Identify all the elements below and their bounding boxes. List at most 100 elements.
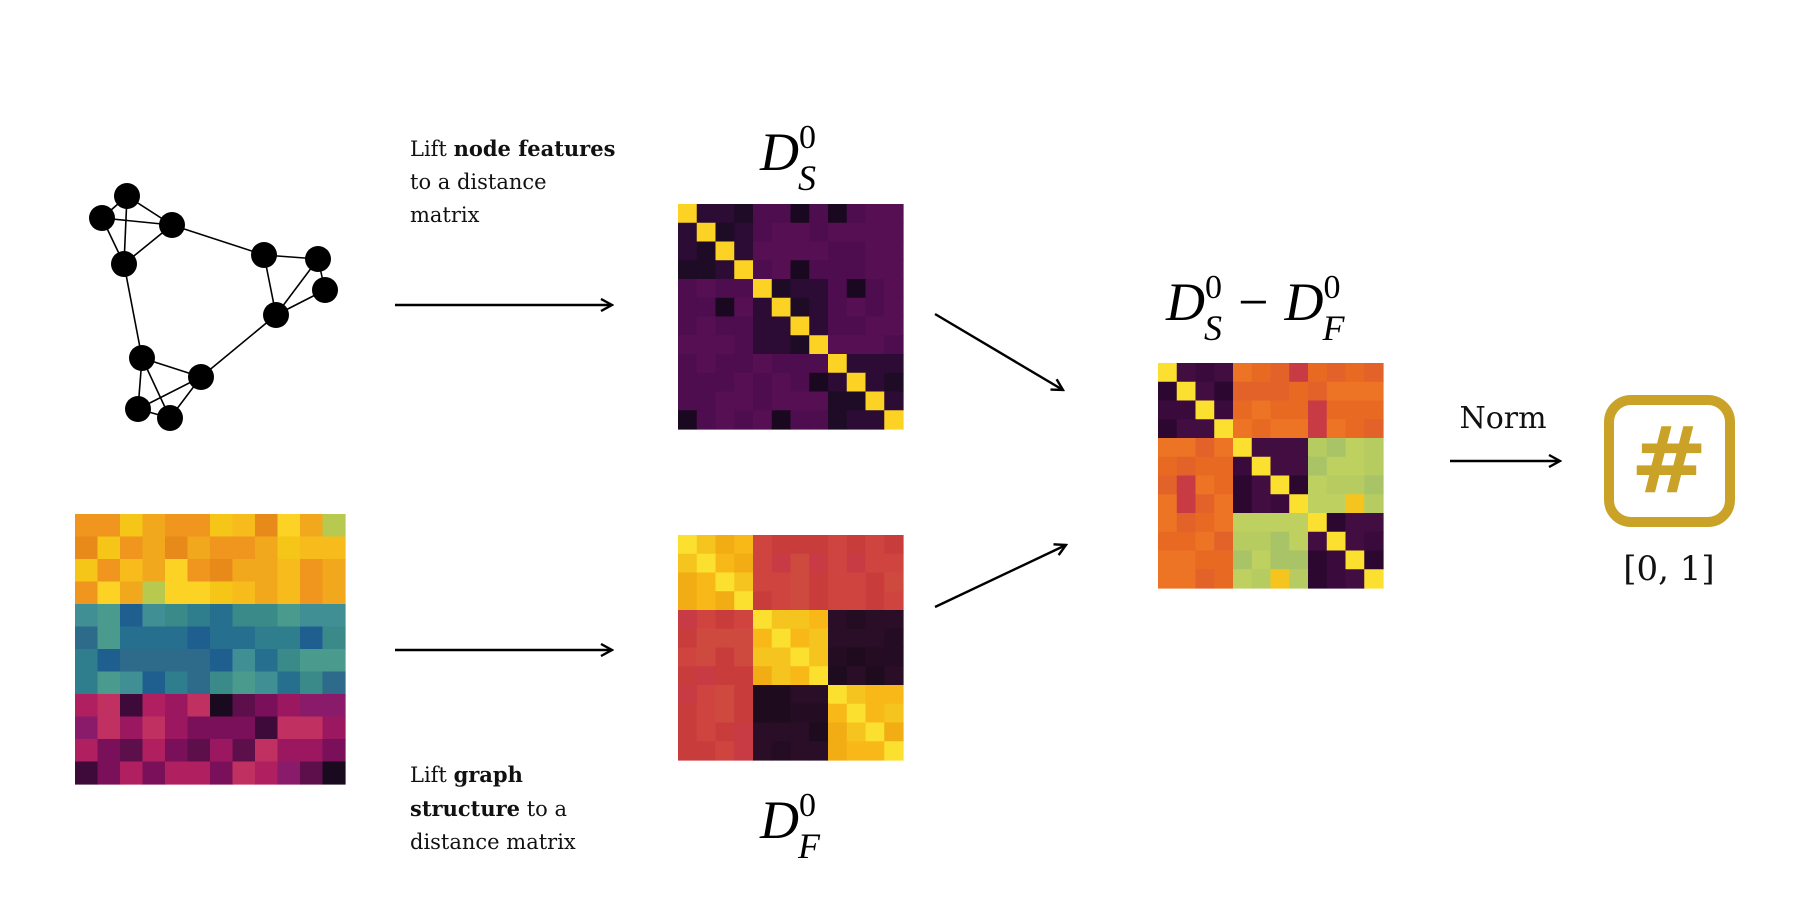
feature-cell: [120, 739, 144, 763]
diff-cell: [1326, 494, 1347, 514]
ds-cell: [884, 410, 904, 430]
feature-cell: [255, 649, 279, 673]
ds-cell: [790, 372, 810, 393]
feature-cell: [322, 604, 346, 628]
feature-cell: [300, 604, 324, 628]
feature-cell: [120, 694, 144, 718]
graph-node: [125, 396, 151, 422]
feature-cell: [120, 559, 144, 583]
ds-cell: [846, 372, 867, 393]
diff-cell: [1308, 363, 1328, 383]
ds-cell: [771, 279, 792, 299]
ds-cell: [753, 279, 773, 299]
ds-cell: [753, 372, 773, 393]
diff-cell: [1195, 475, 1215, 495]
ds-cell: [734, 260, 754, 280]
diff-cell: [1326, 456, 1347, 477]
df-cell: [809, 685, 829, 705]
diff-cell: [1289, 438, 1309, 458]
ds-cell: [678, 204, 698, 224]
ds-cell: [809, 204, 829, 224]
ds-cell: [790, 410, 810, 430]
ds-cell: [753, 222, 773, 243]
diff-cell: [1158, 456, 1178, 477]
feature-cell: [97, 626, 121, 650]
diff-cell: [1233, 456, 1253, 477]
ds-cell: [696, 372, 717, 393]
feature-cell: [210, 581, 234, 605]
ds-cell: [715, 354, 735, 374]
feature-cell: [97, 536, 121, 560]
diff-cell: [1345, 419, 1365, 439]
ds-cell: [828, 260, 848, 280]
graph-node: [312, 277, 338, 303]
diff-cell: [1270, 363, 1290, 383]
ds-cell: [865, 241, 885, 261]
df-cell: [753, 722, 773, 742]
graph-node: [251, 242, 277, 268]
df-cell: [696, 647, 717, 667]
ds-cell: [828, 297, 848, 318]
feature-cell: [120, 581, 144, 605]
diff-cell: [1158, 531, 1178, 552]
df-cell: [696, 741, 717, 761]
diff-cell: [1326, 400, 1347, 420]
ds-cell: [734, 372, 754, 393]
ds-cell: [715, 335, 735, 355]
feature-cell: [277, 604, 301, 628]
diff-cell: [1270, 550, 1290, 570]
ds-cell: [715, 316, 735, 336]
diff-cell: [1326, 550, 1347, 570]
diff-cell: [1345, 400, 1365, 420]
feature-cell: [187, 694, 211, 718]
df-cell: [753, 572, 773, 592]
df-cell: [809, 722, 829, 742]
ds-cell: [790, 279, 810, 299]
ds-cell: [884, 204, 904, 224]
df-cell: [790, 610, 810, 630]
df-cell: [809, 553, 829, 574]
df-cell: [715, 591, 735, 611]
feature-cell: [255, 716, 279, 740]
graph-node: [157, 405, 183, 431]
feature-cell: [232, 581, 256, 605]
diff-cell: [1345, 494, 1365, 514]
diff-cell: [1214, 400, 1234, 420]
df-cell: [884, 666, 904, 686]
ds-cell: [753, 241, 773, 261]
feature-cell: [232, 626, 256, 650]
diff-cell: [1251, 513, 1272, 533]
feature-cell: [210, 716, 234, 740]
diff-cell: [1270, 456, 1290, 477]
feature-cell: [142, 536, 166, 560]
ds-cell: [809, 241, 829, 261]
df-cell: [809, 647, 829, 667]
node-feature-matrix: [75, 514, 346, 785]
diff-cell: [1364, 438, 1384, 458]
svg-text:#: #: [1630, 407, 1707, 514]
difference-matrix: [1158, 363, 1384, 589]
ds-cell: [828, 410, 848, 430]
df-cell: [884, 741, 904, 761]
ds-cell: [771, 297, 792, 318]
df-cell: [715, 741, 735, 761]
feature-cell: [75, 514, 99, 538]
df-cell: [865, 628, 885, 649]
feature-cell: [210, 604, 234, 628]
df-cell: [809, 741, 829, 761]
df-cell: [828, 722, 848, 742]
ds-cell: [846, 354, 867, 374]
df-cell: [734, 722, 754, 742]
feature-cell: [75, 536, 99, 560]
ds-cell: [846, 297, 867, 318]
ds-cell: [696, 297, 717, 318]
ds-cell: [865, 391, 885, 411]
feature-cell: [142, 559, 166, 583]
diff-cell: [1158, 550, 1178, 570]
df-cell: [715, 628, 735, 649]
df-cell: [696, 610, 717, 630]
diff-cell: [1364, 531, 1384, 552]
ds-cell: [696, 391, 717, 411]
ds-cell: [715, 279, 735, 299]
graph-edge: [200, 314, 277, 378]
